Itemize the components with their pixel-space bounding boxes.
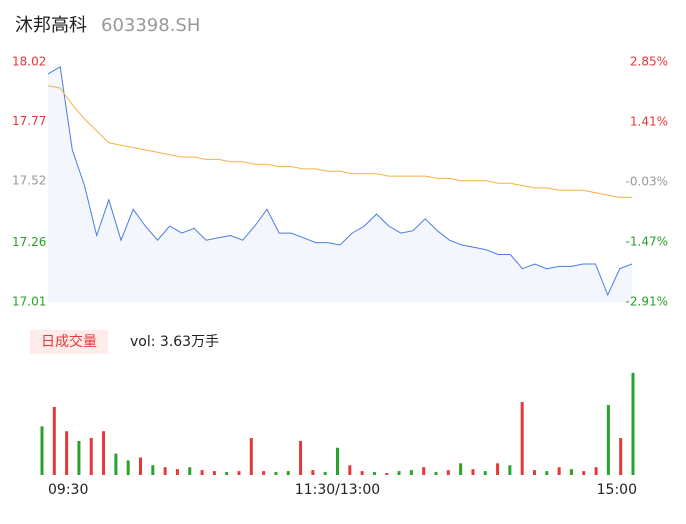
y2-tick-label: -0.03%: [626, 175, 668, 189]
volume-bar: [336, 447, 339, 475]
x-tick-label: 09:30: [48, 482, 88, 498]
volume-label: 日成交量: [41, 333, 97, 350]
volume-bar: [471, 469, 475, 475]
volume-bar: [397, 471, 401, 475]
y-tick-label: 17.52: [12, 173, 46, 187]
y-tick-label: 17.77: [12, 114, 46, 128]
volume-bar: [299, 440, 303, 475]
volume-bar: [434, 472, 438, 475]
volume-bar: [151, 465, 155, 475]
volume-bar: [52, 406, 56, 475]
y-tick-label: 18.02: [12, 55, 46, 69]
y2-tick-label: 1.41%: [630, 115, 668, 129]
volume-bar: [385, 473, 389, 475]
volume-bar: [348, 465, 352, 475]
stock-code: 603398.SH: [101, 15, 200, 36]
x-tick-label: 11:30/13:00: [295, 482, 380, 498]
volume-bar: [496, 463, 500, 475]
volume-bar: [237, 471, 241, 475]
volume-bar: [65, 431, 69, 475]
volume-bar: [409, 470, 413, 475]
y2-tick-label: -2.91%: [626, 295, 668, 309]
average-line: [47, 85, 632, 198]
volume-bar: [311, 470, 315, 475]
volume-bar: [520, 402, 524, 475]
volume-bar: [582, 471, 586, 475]
volume-bar: [569, 469, 573, 475]
volume-bar: [459, 463, 463, 475]
volume-bar: [606, 404, 610, 475]
volume-bar: [533, 470, 536, 475]
volume-bar: [360, 471, 364, 475]
price-area: [48, 66, 632, 302]
volume-bar: [545, 471, 549, 475]
volume-bar: [619, 438, 623, 475]
volume-bar: [102, 431, 106, 475]
volume-bar: [163, 467, 167, 475]
volume-bar: [200, 470, 204, 475]
price-line: [47, 65, 633, 297]
volume-annotation: vol: 3.63万手: [130, 334, 219, 350]
y-tick-label: 17.01: [12, 295, 46, 309]
volume-bar: [286, 471, 290, 475]
volume-bar: [372, 472, 376, 475]
volume-bar: [508, 465, 512, 475]
volume-bar: [188, 467, 192, 475]
volume-bar: [114, 453, 118, 475]
volume-bar: [249, 438, 253, 475]
volume-bar: [557, 467, 561, 475]
volume-bar: [139, 457, 142, 475]
volume-label-box: [30, 330, 108, 354]
volume-bar: [422, 467, 426, 475]
volume-bar: [40, 426, 44, 475]
volume-bar: [175, 469, 179, 475]
volume-bar: [262, 471, 266, 475]
volume-bar: [483, 471, 487, 475]
volume-bar: [225, 472, 229, 475]
volume-bar: [323, 472, 327, 475]
volume-bar: [126, 460, 130, 475]
stock-name: 沐邦高科: [15, 15, 87, 36]
volume-bar: [89, 438, 93, 475]
volume-bar: [274, 472, 278, 475]
volume-bar: [77, 440, 81, 475]
y-tick-label: 17.26: [12, 235, 46, 249]
y2-tick-label: -1.47%: [626, 235, 668, 249]
volume-bar: [631, 372, 635, 475]
volume-bar: [212, 471, 216, 475]
x-tick-label: 15:00: [597, 482, 637, 498]
volume-bar: [446, 470, 450, 475]
y2-tick-label: 2.85%: [630, 55, 668, 69]
volume-bar: [594, 467, 598, 475]
